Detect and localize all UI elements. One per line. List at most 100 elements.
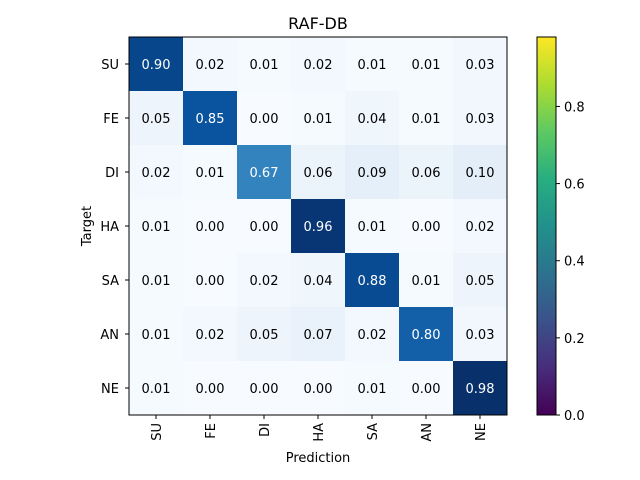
cell-value-label: 0.96: [304, 220, 333, 235]
heatmap-cell: [453, 253, 508, 308]
heatmap-cell: [183, 37, 238, 92]
cell-value-label: 0.88: [358, 274, 387, 289]
cell-value-label: 0.00: [304, 382, 333, 397]
cell-value-label: 0.10: [466, 166, 495, 181]
heatmap-cell: [183, 199, 238, 254]
y-axis-label: Target: [80, 206, 95, 247]
y-tick-label: NE: [101, 382, 119, 397]
y-tick-label: AN: [100, 328, 119, 343]
heatmap-cell: [291, 307, 346, 362]
y-tick-label: FE: [103, 112, 119, 127]
heatmap-cell: [129, 253, 184, 308]
cell-value-label: 0.04: [304, 274, 333, 289]
heatmap-cell: [399, 361, 454, 416]
heatmap-cell: [183, 361, 238, 416]
cell-value-label: 0.00: [412, 382, 441, 397]
cell-value-label: 0.04: [358, 112, 387, 127]
colorbar-tick-label: 0.4: [564, 255, 585, 270]
heatmap-cell: [399, 37, 454, 92]
heatmap-cell: [399, 307, 454, 362]
cell-value-label: 0.01: [142, 220, 171, 235]
colorbar-tick-label: 0.2: [564, 332, 585, 347]
colorbar-ticks: 0.0 0.2 0.4 0.6 0.8: [556, 100, 585, 424]
heatmap-cell: [237, 37, 292, 92]
heatmap-cell: [399, 253, 454, 308]
x-tick-label: HA: [312, 423, 327, 442]
cell-value-label: 0.80: [412, 328, 441, 343]
x-tick-label: NE: [474, 423, 489, 441]
heatmap-cells: [129, 37, 508, 416]
heatmap-cell: [237, 307, 292, 362]
x-tick-label: FE: [204, 423, 219, 439]
heatmap-cell: [183, 145, 238, 200]
cell-value-label: 0.98: [466, 382, 495, 397]
heatmap-cell: [453, 37, 508, 92]
heatmap-cell: [291, 253, 346, 308]
chart-title: RAF-DB: [288, 14, 348, 33]
cell-value-label: 0.06: [412, 166, 441, 181]
heatmap-cell: [129, 37, 184, 92]
colorbar-tick-label: 0.0: [564, 409, 585, 424]
cell-value-label: 0.01: [358, 220, 387, 235]
heatmap-cell: [291, 199, 346, 254]
x-tick-label: AN: [420, 423, 435, 442]
cell-value-label: 0.00: [250, 382, 279, 397]
heatmap-cell: [453, 307, 508, 362]
cell-value-label: 0.05: [466, 274, 495, 289]
heatmap-cell: [129, 91, 184, 146]
x-tick-label: SA: [366, 423, 381, 440]
heatmap-cell: [291, 37, 346, 92]
cell-value-label: 0.01: [358, 382, 387, 397]
heatmap-cell: [345, 307, 400, 362]
x-axis-label: Prediction: [286, 451, 351, 466]
heatmap-cell: [237, 91, 292, 146]
cell-value-label: 0.67: [250, 166, 279, 181]
cell-value-label: 0.00: [196, 382, 225, 397]
heatmap-cell: [237, 361, 292, 416]
cell-value-label: 0.01: [412, 274, 441, 289]
heatmap-cell: [345, 145, 400, 200]
heatmap-cell: [237, 199, 292, 254]
y-tick-label: SA: [102, 274, 119, 289]
heatmap-cell: [129, 145, 184, 200]
cell-value-label: 0.00: [250, 220, 279, 235]
cell-value-label: 0.02: [142, 166, 171, 181]
cell-value-label: 0.00: [196, 274, 225, 289]
y-tick-label: HA: [100, 220, 119, 235]
cell-value-label: 0.05: [142, 112, 171, 127]
heatmap-cell: [399, 199, 454, 254]
heatmap-cell: [453, 145, 508, 200]
heatmap-cell: [291, 145, 346, 200]
heatmap-cell: [237, 253, 292, 308]
colorbar-tick-label: 0.6: [564, 178, 585, 193]
cell-value-label: 0.06: [304, 166, 333, 181]
heatmap-cell: [453, 361, 508, 416]
heatmap-cell: [183, 307, 238, 362]
heatmap-cell: [345, 199, 400, 254]
cell-value-label: 0.02: [358, 328, 387, 343]
heatmap-cell: [237, 145, 292, 200]
cell-value-label: 0.85: [196, 112, 225, 127]
heatmap-cell: [453, 91, 508, 146]
cell-value-label: 0.01: [142, 328, 171, 343]
cell-value-label: 0.02: [196, 328, 225, 343]
heatmap-cell: [291, 361, 346, 416]
cell-value-label: 0.02: [196, 58, 225, 73]
cell-value-label: 0.00: [196, 220, 225, 235]
heatmap-cell: [345, 361, 400, 416]
cell-value-label: 0.01: [250, 58, 279, 73]
heatmap-cell: [399, 145, 454, 200]
colorbar-tick-label: 0.8: [564, 100, 585, 115]
cell-value-label: 0.09: [358, 166, 387, 181]
heatmap-cell: [183, 253, 238, 308]
y-axis-ticks: SU FE DI HA SA AN NE: [100, 58, 129, 397]
heatmap-cell: [345, 37, 400, 92]
heatmap-cell: [345, 253, 400, 308]
heatmap-cell-labels: 0.90 0.02 0.01 0.02 0.01 0.01 0.03 0.05 0.85 0.00…: [142, 58, 495, 397]
cell-value-label: 0.01: [358, 58, 387, 73]
cell-value-label: 0.03: [466, 112, 495, 127]
y-tick-label: DI: [105, 166, 119, 181]
cell-value-label: 0.01: [412, 58, 441, 73]
x-tick-label: DI: [258, 423, 273, 437]
